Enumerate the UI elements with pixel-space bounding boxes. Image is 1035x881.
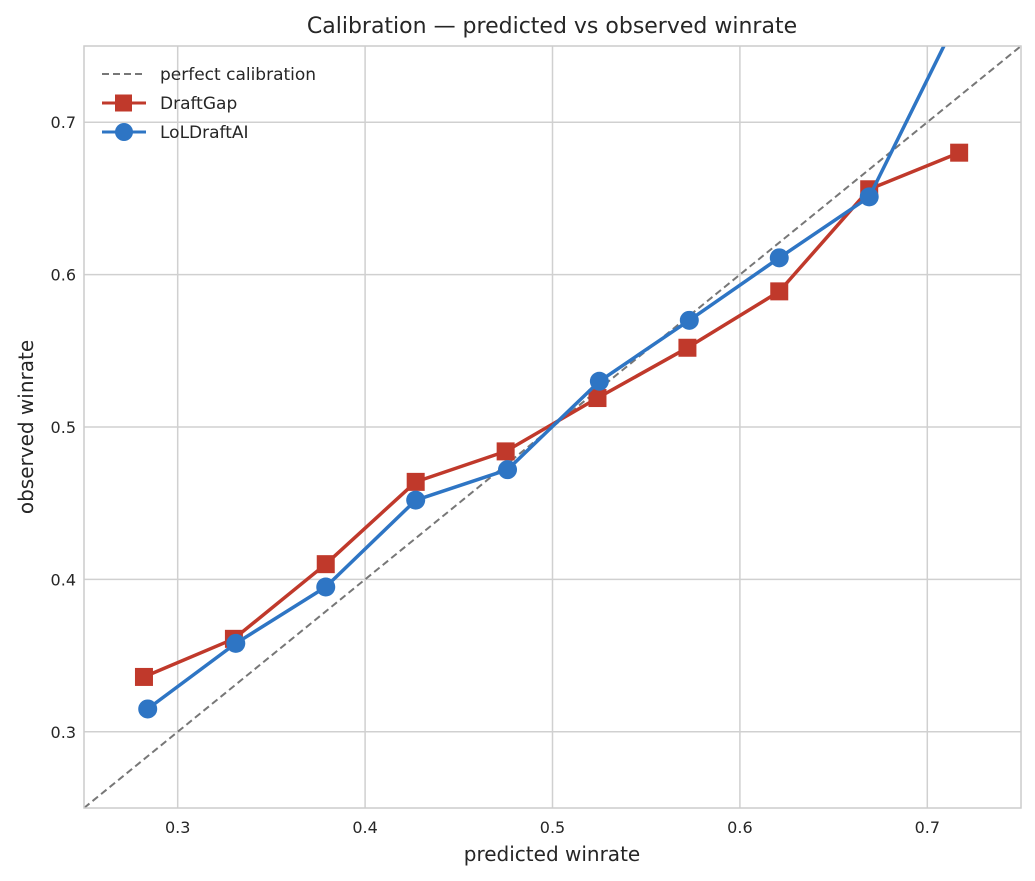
data-point-draftgap [134, 667, 153, 686]
legend-label-draftgap: DraftGap [160, 94, 237, 114]
data-point-draftgap [950, 143, 969, 162]
x-tick-label: 0.7 [915, 818, 940, 837]
legend: perfect calibration DraftGap LoLDraftAI [102, 65, 316, 143]
data-point-loldraftai [138, 699, 158, 719]
data-point-loldraftai [859, 187, 879, 207]
data-point-loldraftai [498, 460, 518, 480]
series-line-draftgap [143, 151, 960, 679]
x-tick-label: 0.5 [540, 818, 565, 837]
data-point-loldraftai [406, 490, 426, 510]
legend-label-loldraftai: LoLDraftAI [160, 123, 249, 143]
x-tick-labels: 0.3 0.4 0.5 0.6 0.7 [165, 818, 940, 837]
data-point-loldraftai [769, 248, 789, 268]
legend-label-perfect-calibration: perfect calibration [160, 65, 316, 85]
y-tick-label: 0.5 [51, 418, 76, 437]
x-tick-label: 0.6 [727, 818, 752, 837]
x-axis-label: predicted winrate [464, 842, 640, 866]
plot-frame [83, 45, 1022, 809]
series-layer [134, 46, 969, 719]
y-tick-label: 0.4 [51, 570, 76, 589]
y-tick-label: 0.7 [51, 113, 76, 132]
data-point-loldraftai [316, 577, 336, 597]
data-point-draftgap [588, 389, 607, 408]
legend-marker-loldraftai [115, 123, 133, 141]
x-tick-label: 0.4 [352, 818, 377, 837]
data-point-draftgap [770, 282, 789, 301]
data-point-draftgap [316, 555, 335, 574]
perfect-calibration-line [84, 46, 1021, 808]
series-line-loldraftai [146, 46, 946, 711]
y-axis-label: observed winrate [14, 340, 38, 514]
y-tick-label: 0.3 [51, 723, 76, 742]
x-tick-label: 0.3 [165, 818, 190, 837]
y-tick-label: 0.6 [51, 266, 76, 285]
data-point-draftgap [496, 442, 515, 461]
data-point-draftgap [406, 472, 425, 491]
data-point-loldraftai [679, 310, 699, 330]
y-tick-labels: 0.3 0.4 0.5 0.6 0.7 [51, 113, 76, 742]
legend-marker-draftgap [115, 94, 132, 112]
data-point-loldraftai [589, 371, 609, 391]
chart-title: Calibration — predicted vs observed winr… [307, 14, 797, 39]
data-point-draftgap [678, 338, 697, 357]
reference-line-layer [84, 46, 1021, 808]
data-point-loldraftai [226, 633, 246, 653]
